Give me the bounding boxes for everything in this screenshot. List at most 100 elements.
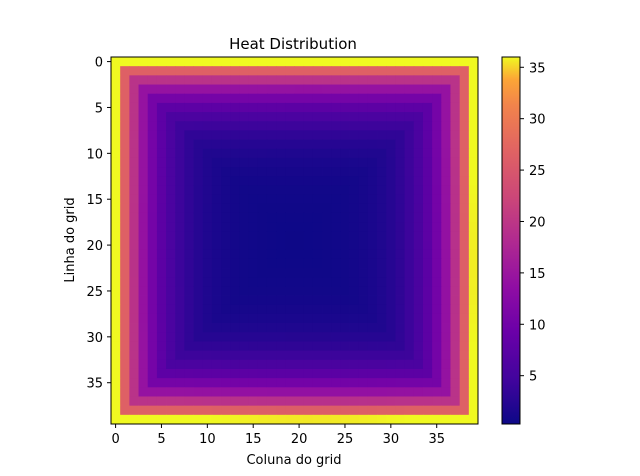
heatmap-cell — [138, 112, 149, 122]
heatmap-cell — [331, 148, 341, 159]
heatmap-cell — [367, 332, 378, 342]
heatmap-cell — [248, 121, 259, 131]
heatmap-cell — [404, 148, 415, 159]
heatmap-cell — [120, 84, 130, 95]
heatmap-cell — [211, 231, 222, 241]
heatmap-cell — [303, 75, 314, 85]
heatmap-cell — [257, 185, 268, 196]
heatmap-cell — [413, 84, 424, 95]
heatmap-cell — [230, 157, 240, 168]
heatmap-cell — [239, 176, 250, 186]
heatmap-cell — [221, 203, 231, 214]
heatmap-cell — [193, 203, 204, 214]
heatmap-cell — [285, 268, 295, 278]
heatmap-cell — [358, 121, 369, 131]
heatmap-cell — [303, 194, 314, 205]
heatmap-cell — [129, 84, 139, 95]
heatmap-cell — [395, 405, 406, 416]
heatmap-cell — [422, 130, 433, 140]
heatmap-cell — [266, 405, 277, 416]
heatmap-cell — [459, 102, 470, 113]
heatmap-cell — [377, 378, 387, 388]
heatmap-cell — [184, 57, 194, 67]
heatmap-cell — [303, 130, 314, 140]
heatmap-cell — [432, 414, 442, 425]
heatmap-cell — [111, 176, 121, 186]
heatmap-cell — [450, 332, 461, 342]
heatmap-cell — [395, 185, 406, 196]
heatmap-cell — [276, 75, 286, 85]
heatmap-cell — [367, 240, 378, 251]
heatmap-cell — [349, 130, 360, 140]
heatmap-cell — [340, 396, 350, 407]
heatmap-cell — [422, 75, 433, 85]
heatmap-cell — [303, 240, 314, 251]
heatmap-cell — [386, 277, 396, 287]
heatmap-cell — [166, 277, 176, 287]
heatmap-cell — [175, 313, 185, 324]
heatmap-cell — [202, 121, 213, 131]
heatmap-cell — [138, 268, 149, 278]
heatmap-cell — [303, 277, 314, 287]
heatmap-cell — [221, 222, 231, 232]
heatmap-cell — [230, 203, 240, 214]
heatmap-cell — [111, 240, 121, 251]
heatmap-cell — [395, 359, 406, 370]
heatmap-cell — [266, 148, 277, 159]
heatmap-cell — [312, 231, 323, 241]
heatmap-cell — [312, 185, 323, 196]
heatmap-cell — [184, 387, 194, 397]
heatmap-cell — [459, 139, 470, 150]
heatmap-cell — [129, 176, 139, 186]
heatmap-cell — [294, 359, 305, 370]
heatmap-cell — [459, 323, 470, 333]
x-tick-label: 20 — [291, 432, 308, 447]
heatmap-cell — [294, 185, 305, 196]
heatmap-cell — [422, 121, 433, 131]
heatmap-cell — [147, 286, 158, 296]
heatmap-cell — [211, 66, 222, 76]
heatmap-cell — [377, 157, 387, 168]
heatmap-cell — [349, 350, 360, 361]
heatmap-cell — [294, 378, 305, 388]
heatmap-cell — [266, 66, 277, 76]
heatmap-cell — [120, 167, 130, 177]
heatmap-cell — [175, 222, 185, 232]
heatmap-cell — [156, 387, 167, 397]
heatmap-cell — [202, 323, 213, 333]
heatmap-cell — [432, 176, 442, 186]
heatmap-cell — [450, 387, 461, 397]
heatmap-cell — [276, 332, 286, 342]
heatmap-cell — [276, 323, 286, 333]
heatmap-cell — [111, 130, 121, 140]
heatmap-cell — [266, 102, 277, 113]
heatmap-cell — [294, 203, 305, 214]
heatmap-cell — [331, 359, 341, 370]
heatmap-cell — [285, 396, 295, 407]
heatmap-cell — [230, 387, 240, 397]
x-axis-label: Coluna do grid — [246, 453, 341, 468]
heatmap-cell — [285, 350, 295, 361]
heatmap-cell — [266, 84, 277, 95]
heatmap-cell — [386, 167, 396, 177]
heatmap-cell — [285, 148, 295, 159]
heatmap-cell — [285, 332, 295, 342]
heatmap-cell — [450, 157, 461, 168]
heatmap-cell — [138, 258, 149, 269]
heatmap-cell — [193, 277, 204, 287]
heatmap-cell — [322, 66, 332, 76]
heatmap-cell — [441, 222, 451, 232]
heatmap-cell — [221, 286, 231, 296]
heatmap-cell — [156, 268, 167, 278]
heatmap-cell — [285, 249, 295, 260]
heatmap-cell — [432, 378, 442, 388]
heatmap-cell — [322, 167, 332, 177]
heatmap-cell — [221, 341, 231, 352]
heatmap-cell — [248, 295, 259, 306]
heatmap-cell — [230, 222, 240, 232]
heatmap-cell — [340, 313, 350, 324]
heatmap-cell — [322, 332, 332, 342]
heatmap-cell — [367, 378, 378, 388]
heatmap-cell — [175, 194, 185, 205]
heatmap-cell — [322, 341, 332, 352]
